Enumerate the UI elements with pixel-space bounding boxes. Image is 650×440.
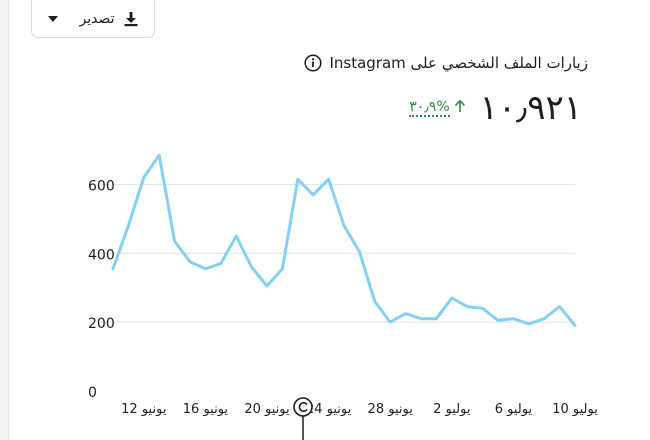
x-tick-label: 2 يوليو — [433, 402, 471, 417]
caret-down-icon[interactable] — [47, 15, 58, 22]
x-tick-label: 6 يوليو — [495, 402, 533, 417]
hover-cursor-ring — [293, 397, 313, 417]
change-indicator: %٣٠٫٩ — [409, 99, 465, 117]
y-tick-label: 0 — [88, 385, 97, 401]
x-tick-label: 12 يونيو — [121, 402, 167, 417]
export-label: تصدير — [79, 10, 115, 27]
download-icon — [123, 11, 139, 27]
x-tick-label: 28 يونيو — [368, 402, 414, 417]
card-title: زيارات الملف الشخصي على Instagram — [329, 54, 588, 72]
change-percent[interactable]: %٣٠٫٩ — [409, 98, 450, 117]
series-line — [111, 153, 577, 328]
x-tick-label: 16 يونيو — [183, 402, 229, 417]
metric-summary: ١٠٫٩٢١ %٣٠٫٩ — [409, 88, 582, 128]
y-tick-label: 200 — [88, 316, 115, 332]
left-edge-strip — [0, 0, 9, 440]
card-header: زيارات الملف الشخصي على Instagram — [304, 54, 588, 72]
info-icon[interactable] — [304, 54, 323, 72]
export-button[interactable]: تصدير — [31, 0, 155, 38]
y-tick-label: 400 — [88, 247, 115, 263]
x-tick-label: 24 يونيو — [306, 402, 352, 417]
total-visits-value: ١٠٫٩٢١ — [479, 88, 582, 128]
arrow-up-icon — [454, 99, 466, 117]
y-tick-label: 600 — [88, 178, 115, 194]
refresh-icon — [298, 402, 308, 412]
x-tick-label: 10 يوليو — [552, 402, 598, 417]
x-tick-label: 20 يونيو — [244, 402, 290, 417]
